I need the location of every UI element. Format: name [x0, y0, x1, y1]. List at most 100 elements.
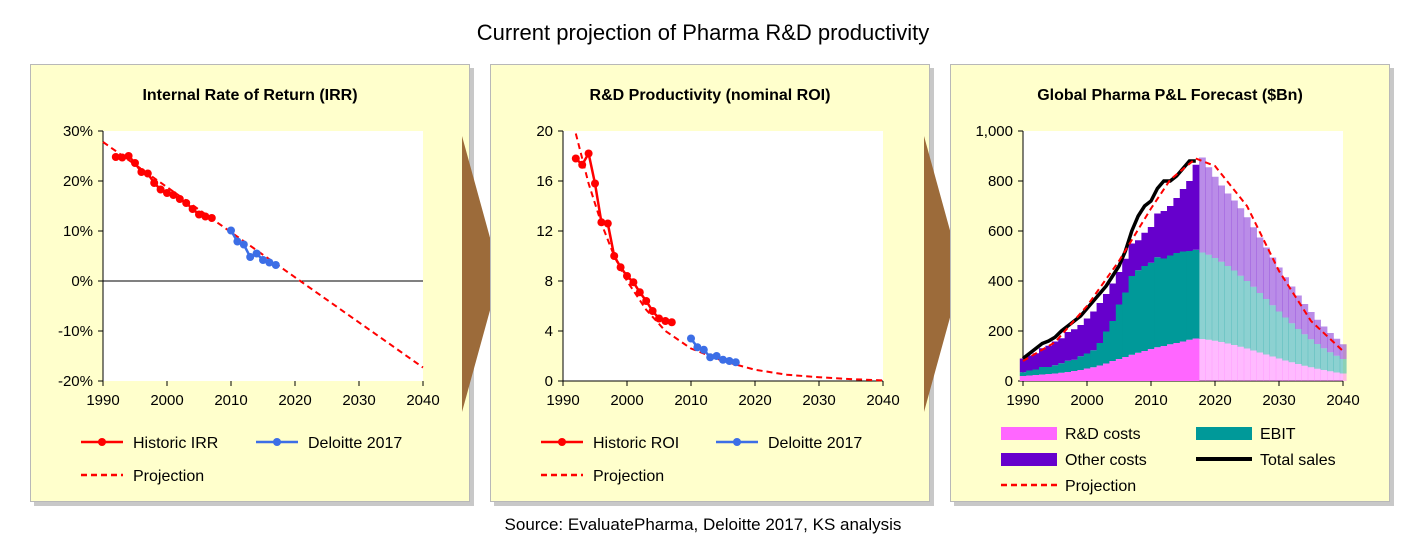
x-tick-label: 2010: [214, 392, 247, 409]
other-costs-bar: [1128, 243, 1136, 276]
chart-title: R&D Productivity (nominal ROI): [590, 87, 831, 104]
other-costs-bar: [1231, 200, 1238, 271]
page-title: Current projection of Pharma R&D product…: [476, 20, 930, 45]
other-costs-bar: [1307, 312, 1315, 340]
other-costs-bar: [1192, 164, 1200, 250]
other-costs-bar: [1199, 157, 1206, 253]
legend-swatch: [1001, 427, 1057, 440]
x-tick-label: 2030: [1262, 392, 1295, 409]
other-costs-bar: [1333, 338, 1341, 356]
ebit-bar: [1301, 334, 1309, 366]
rd-costs-bar: [1263, 354, 1270, 381]
legend-marker: [273, 438, 281, 446]
rd-costs-bar: [1109, 361, 1117, 381]
other-costs-bar: [1083, 318, 1091, 354]
ebit-bar: [1339, 359, 1347, 374]
legend-label: R&D costs: [1065, 426, 1141, 443]
other-costs-bar: [1135, 240, 1142, 271]
ebit-bar: [1071, 359, 1078, 371]
historic-roi-point: [597, 218, 606, 227]
y-tick-label: 10%: [63, 223, 93, 240]
x-tick-label: 2000: [610, 392, 643, 409]
irr-chart: Internal Rate of Return (IRR) 30% 20% 10% 0%…: [58, 87, 440, 485]
y-tick-label: 20: [536, 123, 553, 140]
roi-chart-panel: R&D Productivity (nominal ROI) 20 16 12 8 4 0 1…: [490, 64, 930, 502]
rd-costs-bar: [1071, 371, 1078, 381]
other-costs-bar: [1077, 325, 1085, 357]
deloitte-2017-point: [706, 353, 715, 362]
ebit-bar: [1064, 360, 1072, 372]
ebit-bar: [1282, 317, 1289, 361]
legend-label: Total sales: [1260, 452, 1336, 469]
ebit-bar: [1307, 339, 1315, 368]
y-tick-label: 600: [988, 223, 1013, 240]
y-tick-label: 8: [545, 273, 553, 290]
historic-irr-point: [118, 153, 127, 162]
projection-line: [1022, 157, 1344, 362]
x-tick-label: 2030: [802, 392, 835, 409]
other-costs-bar: [1224, 193, 1232, 266]
historic-irr-point: [124, 152, 133, 160]
other-costs-bar: [1058, 338, 1065, 364]
total-sales-line: [1021, 159, 1196, 360]
deloitte-2017-point: [265, 258, 274, 267]
y-tick-label: 1,000: [975, 123, 1013, 140]
historic-roi-point: [603, 219, 612, 228]
rd-costs-bar: [1077, 370, 1085, 381]
chart-title: Global Pharma P&L Forecast ($Bn): [1037, 87, 1303, 104]
ebit-bar: [1115, 304, 1123, 359]
other-costs-bar: [1160, 211, 1168, 259]
ebit-bar: [1128, 276, 1136, 355]
rd-costs-bar: [1199, 339, 1206, 381]
deloitte-2017-point: [252, 249, 261, 258]
rd-costs-bar: [1224, 343, 1232, 381]
x-tick-label: 2000: [1070, 392, 1103, 409]
other-costs-bar: [1275, 267, 1283, 312]
legend-marker: [558, 438, 566, 446]
rd-costs-bar: [1122, 357, 1129, 381]
ebit-bar: [1090, 350, 1097, 368]
historic-roi-point: [610, 252, 619, 260]
other-costs-bar: [1282, 277, 1289, 318]
y-tick-label: 16: [536, 173, 553, 190]
historic-irr-point: [111, 153, 120, 161]
rd-costs-bar: [1039, 374, 1046, 381]
historic-irr-point: [169, 191, 178, 199]
rd-costs-bar: [1135, 352, 1142, 381]
deloitte-2017-point: [259, 256, 267, 264]
legend-label: Projection: [133, 468, 204, 485]
ebit-bar: [1026, 370, 1033, 376]
legend-label: Historic IRR: [133, 435, 218, 452]
ebit-bar: [1058, 363, 1065, 373]
rd-costs-bar: [1243, 348, 1251, 381]
ebit-bar: [1154, 257, 1161, 348]
y-tick-label: 20%: [63, 173, 93, 190]
rd-costs-bar: [1147, 349, 1155, 381]
other-costs-bar: [1109, 283, 1117, 321]
rd-costs-bar: [1019, 376, 1027, 381]
rd-costs-bar: [1301, 365, 1309, 381]
other-costs-bar: [1250, 227, 1257, 287]
x-tick-label: 2040: [866, 392, 899, 409]
ebit-bar: [1275, 311, 1283, 359]
ebit-bar: [1243, 281, 1251, 349]
other-costs-bar: [1263, 247, 1270, 299]
y-tick-label: 0: [545, 373, 553, 390]
other-costs-bar: [1071, 329, 1078, 360]
x-tick-label: 1990: [546, 392, 579, 409]
other-costs-bar: [1339, 344, 1347, 359]
ebit-bar: [1103, 331, 1110, 364]
rd-costs-bar: [1256, 352, 1264, 381]
historic-irr-point: [207, 214, 216, 222]
x-tick-label: 2020: [738, 392, 771, 409]
other-costs-bar: [1096, 303, 1104, 343]
ebit-bar: [1192, 249, 1200, 339]
projection-line: [574, 133, 884, 382]
x-tick-label: 2010: [1134, 392, 1167, 409]
other-costs-bar: [1218, 185, 1225, 262]
rd-costs-bar: [1128, 354, 1136, 381]
rd-costs-bar: [1186, 339, 1193, 381]
other-costs-bar: [1186, 181, 1193, 251]
other-costs-bar: [1154, 213, 1161, 258]
arrow-icon: [462, 136, 500, 412]
